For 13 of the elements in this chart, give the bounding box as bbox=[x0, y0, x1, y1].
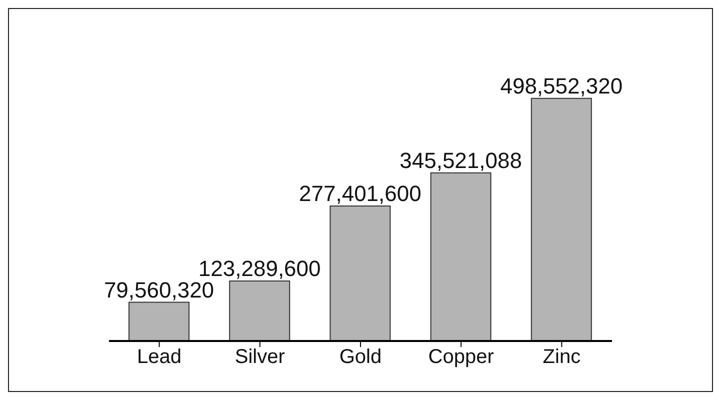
x-tick-label: Silver bbox=[234, 346, 286, 368]
data-label: 498,552,320 bbox=[500, 73, 623, 98]
bar bbox=[330, 206, 391, 342]
data-label: 277,401,600 bbox=[299, 181, 422, 206]
x-tick-label: Copper bbox=[428, 346, 494, 368]
bar bbox=[128, 302, 190, 342]
data-label: 345,521,088 bbox=[400, 148, 522, 173]
bar bbox=[430, 172, 492, 342]
x-tick-label: Zinc bbox=[542, 346, 581, 368]
bar bbox=[530, 98, 592, 342]
bar bbox=[229, 280, 290, 342]
x-tick-label: Lead bbox=[137, 346, 182, 368]
x-tick-label: Gold bbox=[339, 346, 382, 368]
